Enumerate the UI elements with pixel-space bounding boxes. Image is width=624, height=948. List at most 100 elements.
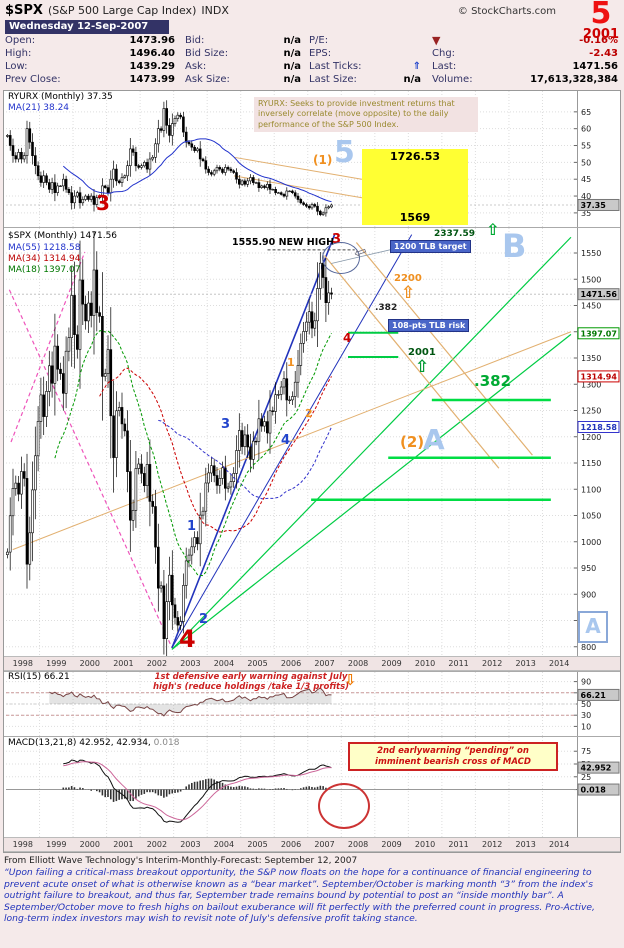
quote-panel: Wednesday 12-Sep-2007 Open: 1473.96 High:… <box>0 18 624 88</box>
upside-target-value: 2337.59 <box>434 229 475 239</box>
target-low-value: 1569 <box>399 211 431 224</box>
ryurx-description-note: RYURX: Seeks to provide investment retur… <box>254 97 478 133</box>
svg-text:37.35: 37.35 <box>581 201 607 210</box>
svg-text:1300: 1300 <box>581 380 601 389</box>
elliott-wave-corner-label: 5 2001 <box>583 0 619 42</box>
symbol-name: (S&P 500 Large Cap Index) <box>47 4 197 17</box>
source-credit: © StockCharts.com <box>457 6 556 17</box>
spx-ma55-legend: MA(55) 1218.58 <box>8 243 81 253</box>
svg-text:30: 30 <box>581 711 591 720</box>
svg-text:1350: 1350 <box>581 354 601 363</box>
svg-text:60: 60 <box>581 125 591 134</box>
forecast-source-line: From Elliott Wave Technology's Interim-M… <box>4 856 358 866</box>
ask-size-value: n/a <box>283 74 301 85</box>
wave-1-blue-label: 1 <box>187 519 197 534</box>
x-axis-year-label: 2000 <box>79 659 100 668</box>
wave-4-big-label: 4 <box>179 625 196 653</box>
volume-label: Volume: <box>432 74 473 85</box>
x-axis-year-label: 1998 <box>12 840 33 849</box>
interim-target-2200: 2200 <box>394 273 422 284</box>
x-axis-year-label: 1999 <box>46 840 67 849</box>
wave-year-label: 2001 <box>582 27 619 42</box>
tlb-target-callout: 1200 TLB target <box>390 240 471 253</box>
x-axis-year-label: 2012 <box>482 840 503 849</box>
orange-up-arrow-icon: ⇧ <box>401 283 416 303</box>
x-axis-year-label: 2001 <box>113 659 134 668</box>
spx-ma34-legend: MA(34) 1314.94 <box>8 254 81 264</box>
bid-label: Bid: <box>185 35 205 46</box>
last-size-label: Last Size: <box>309 74 357 85</box>
open-value: 1473.96 <box>129 35 175 46</box>
up-tick-icon: ⇑ <box>412 61 421 72</box>
spx-legend: $SPX (Monthly) 1471.56 <box>8 231 118 241</box>
svg-text:1450: 1450 <box>581 302 601 311</box>
chg-label: Chg: <box>432 48 456 59</box>
x-axis-row: 1998 1999 2000 2001 2002 2003 2004 2005 2006 2007… <box>4 837 620 852</box>
x-axis-year-label: 2011 <box>448 659 469 668</box>
x-axis-year-label: 2001 <box>113 840 134 849</box>
wave-3-top-label: 3 <box>332 232 342 247</box>
x-axis-year-label: 2004 <box>213 659 235 668</box>
wave-4-blue-label: 4 <box>281 433 291 448</box>
rsi-indicator-chart: 907050301066.21 <box>4 671 620 736</box>
wave-5-label: 5 <box>590 0 612 31</box>
x-axis-year-label: 1999 <box>46 659 67 668</box>
forecast-commentary: “Upon failing a critical-mass breakout o… <box>4 867 595 924</box>
svg-text:75: 75 <box>581 747 591 756</box>
svg-text:1218.58: 1218.58 <box>581 423 618 432</box>
spx-ma18-legend: MA(18) 1397.07 <box>8 265 81 275</box>
chg-value: -2.43 <box>589 48 618 59</box>
percent-change: -0.16% <box>579 35 618 46</box>
x-axis-year-label: 2006 <box>280 840 302 849</box>
svg-text:1314.94: 1314.94 <box>581 372 618 381</box>
ask-label: Ask: <box>185 61 207 72</box>
svg-text:65: 65 <box>581 108 591 117</box>
wave-2-orange-label: 2 <box>305 407 313 420</box>
ryurx-legend: RYURX (Monthly) 37.35 <box>8 92 113 102</box>
prev-close-value: 1473.99 <box>129 74 175 85</box>
x-axis-year-label: 1998 <box>12 659 33 668</box>
ask-value: n/a <box>283 61 301 72</box>
x-axis-year-label: 2003 <box>180 840 201 849</box>
last-ticks-label: Last Ticks: <box>309 61 362 72</box>
date-bar: Wednesday 12-Sep-2007 <box>5 20 169 34</box>
wave-3-label: 3 <box>96 191 110 215</box>
x-axis-year-label: 2002 <box>146 659 168 668</box>
last-label: Last: <box>432 61 457 72</box>
svg-text:800: 800 <box>581 643 596 652</box>
x-axis-year-label: 2009 <box>381 840 402 849</box>
bearish-cross-circle <box>318 783 370 829</box>
svg-text:45: 45 <box>581 175 591 184</box>
x-axis-year-label: 2012 <box>482 659 503 668</box>
svg-text:1500: 1500 <box>581 275 601 284</box>
x-axis-year-label: 2003 <box>180 659 201 668</box>
x-axis-year-label: 2011 <box>448 840 469 849</box>
wave-b-label: B <box>502 227 527 265</box>
header: $SPX (S&P 500 Large Cap Index) INDX © St… <box>0 0 624 18</box>
bid-size-value: n/a <box>283 48 301 59</box>
x-axis-year-label: 2005 <box>247 840 268 849</box>
ask-size-label: Ask Size: <box>185 74 230 85</box>
macd-legend-values: MACD(13,21,8) 42.952, 42.934, <box>8 738 151 748</box>
x-axis-year-label: 2008 <box>347 840 369 849</box>
wave-5-projection-label: 5 <box>334 135 355 170</box>
svg-text:25: 25 <box>581 773 591 782</box>
svg-text:1397.07: 1397.07 <box>581 329 617 338</box>
wave-a-label: A <box>423 423 445 456</box>
svg-text:1050: 1050 <box>581 512 601 521</box>
prev-close-label: Prev Close: <box>5 74 61 85</box>
svg-text:950: 950 <box>581 564 596 573</box>
svg-text:1100: 1100 <box>581 485 601 494</box>
last-size-value: n/a <box>403 74 421 85</box>
ryurx-ma-legend: MA(21) 38.24 <box>8 103 70 113</box>
svg-text:50: 50 <box>581 700 591 709</box>
symbol: $SPX <box>5 3 43 18</box>
svg-text:66.21: 66.21 <box>581 691 607 700</box>
low-value: 1439.29 <box>129 61 175 72</box>
open-label: Open: <box>5 35 36 46</box>
low-label: Low: <box>5 61 28 72</box>
svg-text:1150: 1150 <box>581 459 601 468</box>
wave-sub2-label: (2) <box>400 433 425 451</box>
